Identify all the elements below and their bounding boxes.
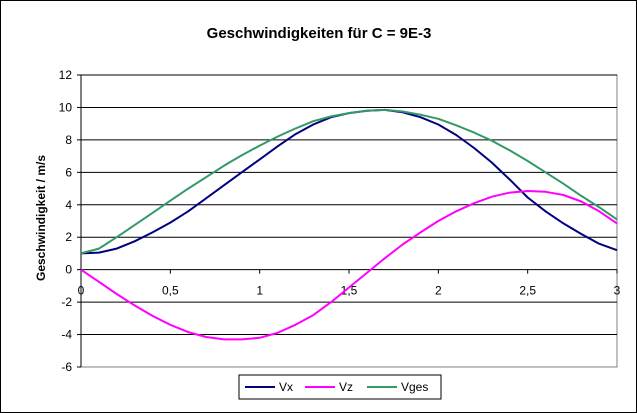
legend: Vx Vz Vges [238,374,442,400]
series-lines [80,108,618,341]
y-tick-label: 8 [65,133,72,147]
plot-area [80,74,618,368]
series-line-vges [80,108,618,255]
x-tick-label: 1 [256,284,263,298]
series-line-vz [80,190,618,341]
x-tick-label: 0 [78,284,85,298]
y-tick-labels: -6 -4 -2 0 2 4 6 8 10 12 [59,68,81,374]
x-tick-label: 0,5 [162,284,179,298]
x-tick-labels: 0 0,5 1 1,5 2 2,5 3 [78,269,621,298]
y-tick-label: -2 [61,295,72,309]
x-tick-label: 3 [614,284,621,298]
x-tick-label: 1,5 [341,284,358,298]
y-tick-label: 12 [59,68,73,82]
y-tick-label: -4 [61,328,72,342]
y-tick-label: 2 [65,230,72,244]
x-tick-label: 2,5 [519,284,536,298]
y-tick-label: 6 [65,165,72,179]
y-tick-label: 4 [65,198,72,212]
legend-label-vx: Vx [279,380,293,394]
chart-title: Geschwindigkeiten für C = 9E-3 [207,25,432,42]
legend-label-vz: Vz [339,380,353,394]
y-tick-label: 10 [59,100,73,114]
y-tick-label: 0 [65,263,72,277]
legend-items: Vx Vz Vges [245,380,428,394]
legend-label-vges: Vges [401,380,428,394]
x-tick-label: 2 [435,284,442,298]
y-tick-label: -6 [61,360,72,374]
y-axis-label: Geschwindigkeit / m/s [34,155,48,281]
gridlines [81,74,617,336]
